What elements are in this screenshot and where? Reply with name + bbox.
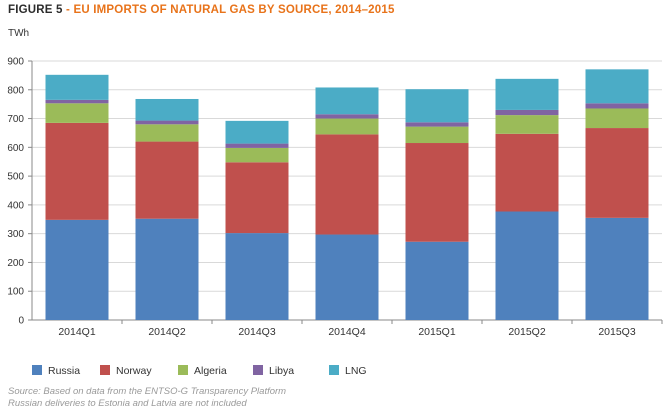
bar-segment-lng: [45, 74, 109, 100]
bar-segment-norway: [585, 128, 649, 218]
legend-label-russia: Russia: [48, 365, 80, 377]
bar-segment-libya: [225, 143, 289, 148]
bar-segment-russia: [225, 233, 289, 320]
bar-segment-algeria: [495, 115, 559, 134]
bar-segment-russia: [135, 218, 199, 320]
bar-segment-algeria: [45, 103, 109, 123]
legend-label-algeria: Algeria: [194, 365, 227, 377]
y-tick-label: 0: [18, 316, 24, 327]
bar-segment-algeria: [315, 118, 379, 135]
bar-segment-russia: [405, 241, 469, 320]
bar-segment-norway: [315, 134, 379, 235]
bar-segment-libya: [405, 122, 469, 127]
bar-segment-norway: [45, 122, 109, 220]
bar-segment-libya: [315, 114, 379, 119]
y-tick-label: 600: [7, 143, 24, 154]
x-tick-label: 2014Q2: [148, 326, 186, 338]
legend-swatch-libya: [253, 365, 263, 375]
y-tick-label: 700: [7, 114, 24, 125]
legend-swatch-norway: [100, 365, 110, 375]
figure-title: FIGURE 5 - EU IMPORTS OF NATURAL GAS BY …: [8, 4, 395, 16]
bar-segment-russia: [315, 234, 379, 320]
bar-segment-algeria: [225, 147, 289, 163]
bar-segment-lng: [135, 98, 199, 121]
bar-segment-libya: [585, 103, 649, 109]
x-tick-label: 2014Q1: [58, 326, 96, 338]
bar-segment-norway: [495, 133, 559, 212]
bar-segment-norway: [135, 141, 199, 219]
bar-segment-libya: [45, 99, 109, 104]
bar-segment-norway: [225, 162, 289, 234]
source-note: Source: Based on data from the ENTSO-G T…: [8, 386, 287, 397]
legend-swatch-lng: [329, 365, 339, 375]
x-tick-label: 2014Q4: [328, 326, 366, 338]
y-tick-label: 300: [7, 229, 24, 240]
bar-segment-libya: [495, 109, 559, 116]
legend-swatch-russia: [32, 365, 42, 375]
legend-label-norway: Norway: [116, 365, 152, 377]
source-note-2: Russian deliveries to Estonia and Latvia…: [8, 398, 247, 409]
legend-label-lng: LNG: [345, 365, 367, 377]
y-tick-label: 900: [7, 57, 24, 68]
figure-title-text: EU IMPORTS OF NATURAL GAS BY SOURCE, 201…: [73, 4, 395, 16]
y-axis-unit-label: TWh: [8, 28, 29, 39]
x-tick-label: 2015Q2: [508, 326, 546, 338]
legend-swatch-algeria: [178, 365, 188, 375]
bar-segment-lng: [495, 78, 559, 110]
bar-segment-algeria: [405, 126, 469, 144]
bar-segment-norway: [405, 143, 469, 242]
x-tick-label: 2014Q3: [238, 326, 276, 338]
y-tick-label: 800: [7, 85, 24, 96]
bar-segment-russia: [585, 217, 649, 320]
figure-label: FIGURE 5: [8, 4, 63, 16]
bar-segment-algeria: [585, 108, 649, 129]
figure-separator: -: [66, 4, 71, 16]
y-tick-label: 500: [7, 172, 24, 183]
bar-segment-lng: [405, 89, 469, 123]
bar-segment-libya: [135, 120, 199, 125]
y-tick-label: 100: [7, 287, 24, 298]
bar-segment-russia: [495, 211, 559, 320]
legend-label-libya: Libya: [269, 365, 294, 377]
x-tick-label: 2015Q3: [598, 326, 636, 338]
bar-segment-lng: [225, 120, 289, 144]
bar-segment-algeria: [135, 124, 199, 142]
y-tick-label: 200: [7, 258, 24, 269]
bar-segment-russia: [45, 219, 109, 320]
bar-segment-lng: [315, 87, 379, 115]
y-tick-label: 400: [7, 200, 24, 211]
bar-segment-lng: [585, 69, 649, 104]
x-tick-label: 2015Q1: [418, 326, 456, 338]
